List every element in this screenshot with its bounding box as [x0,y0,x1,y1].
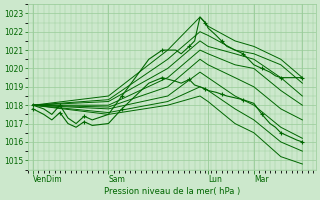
X-axis label: Pression niveau de la mer( hPa ): Pression niveau de la mer( hPa ) [104,187,240,196]
